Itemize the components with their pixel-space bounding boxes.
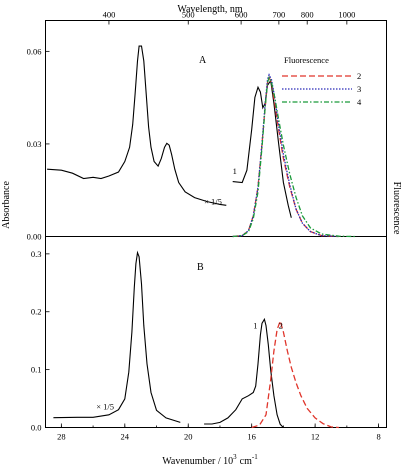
bottom-axis-label-main: Wavenumber / 10 xyxy=(162,456,233,467)
x-tick-label: 8 xyxy=(376,432,380,442)
top-tick-label: 500 xyxy=(182,10,195,20)
panel-b-annotation: 2 xyxy=(279,321,283,331)
panel-a-annotation: × 1/5 xyxy=(204,196,222,206)
panel-b-absorbance-line-1 xyxy=(204,317,284,428)
panel-b-frame xyxy=(45,236,387,428)
panel-b-annotation: 1 xyxy=(253,321,257,331)
x-tick-label: 12 xyxy=(311,432,320,442)
x-tick-label: 20 xyxy=(184,432,193,442)
panel-a-absorbance-line-1 xyxy=(232,79,292,218)
panel-a-fluorescence-line-4 xyxy=(232,75,355,238)
panel-b-y-tick-label: 0.0 xyxy=(31,423,42,433)
bottom-axis-label-unit-exp: -1 xyxy=(252,453,258,461)
panel-a-label: A xyxy=(199,55,207,66)
panel-a-annotation: 1 xyxy=(233,166,237,176)
left-axis-label: Absorbance xyxy=(1,181,12,229)
top-tick-label: 1000 xyxy=(338,10,355,20)
legend-title: Fluorescence xyxy=(284,55,329,65)
panel-b-fluorescence-line-2 xyxy=(251,318,339,429)
panel-a-y-tick-label: 0.03 xyxy=(27,139,42,149)
legend-label-3: 3 xyxy=(357,84,361,94)
panel-b-absorbance-line xyxy=(53,250,181,423)
legend-label-4: 4 xyxy=(357,97,362,107)
top-tick-label: 800 xyxy=(301,10,314,20)
top-tick-label: 700 xyxy=(273,10,286,20)
x-tick-label: 16 xyxy=(247,432,256,442)
x-tick-label: 24 xyxy=(121,432,130,442)
panel-b-y-tick-label: 0.2 xyxy=(31,307,42,317)
panel-b-y-tick-label: 0.1 xyxy=(31,365,42,375)
bottom-axis-label: Wavenumber / 103 cm-1 xyxy=(162,453,258,467)
panel-a-absorbance-line xyxy=(47,45,227,206)
panel-b-y-tick-label: 0.3 xyxy=(31,249,42,259)
panel-b-annotation: × 1/5 xyxy=(96,402,114,412)
panel-b-label: B xyxy=(197,262,204,273)
bottom-axis-label-unit: cm xyxy=(240,456,252,467)
top-tick-label: 600 xyxy=(235,10,248,20)
legend-label-2: 2 xyxy=(357,71,361,81)
panel-a-y-tick-label: 0.00 xyxy=(27,232,42,242)
top-axis-label: Wavelength, nm xyxy=(177,4,243,15)
top-tick-label: 400 xyxy=(103,10,116,20)
right-axis-label: Fluorescence xyxy=(391,182,401,235)
x-tick-label: 28 xyxy=(57,432,66,442)
fluorescence-legend: Fluorescence 2 3 4 xyxy=(282,55,362,107)
panel-a-y-tick-label: 0.06 xyxy=(27,46,42,56)
bottom-axis-label-exp: 3 xyxy=(233,453,237,461)
